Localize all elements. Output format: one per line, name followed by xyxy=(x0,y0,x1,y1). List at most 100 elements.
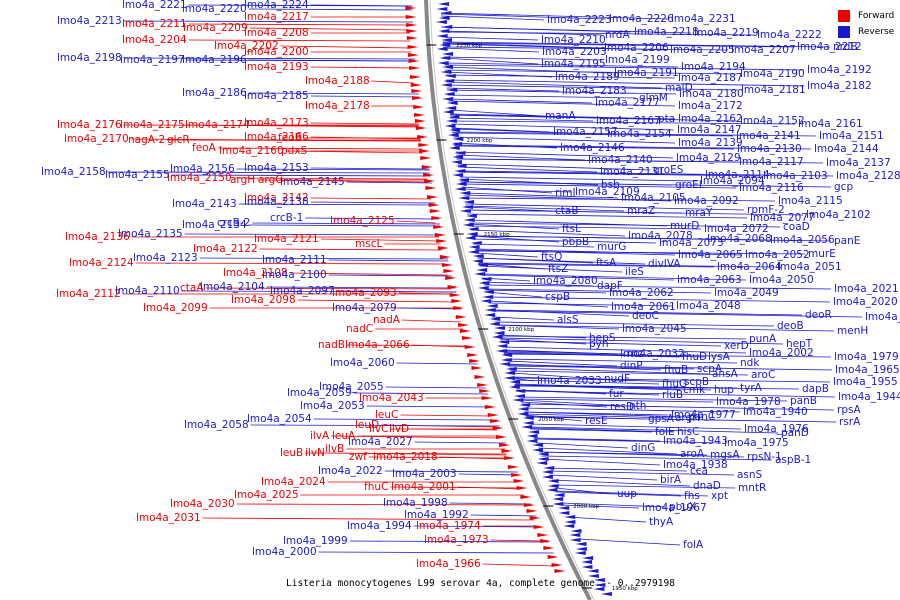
forward-gene-label: leuD xyxy=(355,419,379,431)
reverse-gene-arrow xyxy=(563,524,575,528)
reverse-connector xyxy=(449,502,532,505)
reverse-gene-label: nrdB xyxy=(833,41,858,53)
reverse-connector xyxy=(248,8,413,11)
reverse-gene-label: dapB xyxy=(802,383,829,395)
reverse-gene-label: deoB xyxy=(777,320,804,332)
reverse-gene-label: lmo4a_2221 xyxy=(122,0,187,11)
reverse-connector xyxy=(530,428,653,433)
reverse-gene-label: pbpB xyxy=(562,236,589,248)
reverse-connector xyxy=(547,470,735,476)
reverse-connector xyxy=(533,437,661,442)
forward-gene-label: lmo4a_2150 xyxy=(167,172,232,184)
scale-tick-label: 2050 kbp xyxy=(538,417,564,423)
reverse-gene-label: rpsN-1 xyxy=(747,451,782,463)
reverse-gene-label: lmo4a_2146 xyxy=(560,142,625,154)
reverse-gene-arrow xyxy=(491,335,503,339)
reverse-gene-label: lmo4a_2167 xyxy=(596,115,661,127)
reverse-gene-label: ftsQ xyxy=(541,251,562,263)
reverse-connector xyxy=(444,69,738,75)
reverse-connector xyxy=(479,265,623,273)
reverse-gene-label: lmo4a_1994 xyxy=(347,520,412,532)
reverse-gene-label: lmo4a_2056 xyxy=(770,234,835,246)
forward-gene-label: lmo4a_2188 xyxy=(305,75,370,87)
reverse-gene-label: panC xyxy=(688,411,715,423)
reverse-gene-label: fhs xyxy=(684,490,700,502)
forward-gene-label: lmo4a_2124 xyxy=(69,257,134,269)
forward-gene-label: glcR xyxy=(167,134,190,146)
reverse-gene-arrow xyxy=(440,11,452,15)
reverse-gene-arrow xyxy=(600,592,612,596)
reverse-gene-arrow xyxy=(503,376,515,380)
reverse-connector xyxy=(456,158,824,164)
forward-gene-label: lmo4a_2122 xyxy=(193,243,258,255)
reverse-gene-label: mgsA xyxy=(710,449,740,461)
reverse-gene-label: crcB-2 xyxy=(217,217,250,229)
reverse-connector xyxy=(514,384,681,391)
forward-connector xyxy=(310,66,413,69)
forward-gene-label: lmo4a_2178 xyxy=(305,100,370,112)
reverse-gene-label: lmo4a_2197 xyxy=(120,54,185,66)
reverse-gene-arrow xyxy=(467,250,479,254)
forward-gene-arrow xyxy=(410,83,422,87)
reverse-gene-arrow xyxy=(587,574,599,578)
reverse-gene-label: lmo4a_2172 xyxy=(678,100,743,112)
reverse-gene-label: lmo4a_2100 xyxy=(262,269,327,281)
reverse-gene-label: lmo4a_2185 xyxy=(244,90,309,102)
reverse-gene-arrow xyxy=(593,578,605,582)
reverse-gene-arrow xyxy=(450,160,462,164)
forward-gene-label: feoB xyxy=(278,132,302,144)
forward-connector xyxy=(280,45,411,49)
forward-gene-arrow xyxy=(523,503,535,507)
reverse-gene-label: nudF xyxy=(604,373,630,385)
forward-gene-label: lmo4a_2025 xyxy=(234,489,299,501)
forward-gene-label: ilvN xyxy=(305,447,325,459)
forward-connector xyxy=(188,39,411,42)
reverse-connector xyxy=(305,217,439,220)
forward-gene-arrows xyxy=(405,6,566,573)
reverse-connector xyxy=(459,176,698,182)
reverse-gene-label: lmo4a_2032 xyxy=(620,348,685,360)
reverse-gene-arrow xyxy=(509,380,521,384)
reverse-gene-label: lmo4a_2154 xyxy=(607,128,672,140)
reverse-gene-label: lmo4a_2153 xyxy=(244,162,309,174)
reverse-gene-label: mraZ xyxy=(627,205,655,217)
forward-gene-arrow xyxy=(434,233,446,237)
forward-gene-arrow xyxy=(464,345,476,349)
reverse-gene-label: nrdA xyxy=(605,29,630,41)
reverse-gene-label: lmo4a_2198 xyxy=(57,52,122,64)
reverse-gene-label: lmo4a_2102 xyxy=(806,209,871,221)
reverse-gene-label: lmo4a_2145 xyxy=(280,176,345,188)
reverse-connector xyxy=(463,197,776,202)
forward-connector xyxy=(259,248,442,251)
reverse-gene-arrow xyxy=(455,182,467,186)
reverse-gene-arrows xyxy=(435,2,612,596)
reverse-connector xyxy=(349,540,549,543)
forward-gene-label: lmo4a_2217 xyxy=(244,11,309,23)
reverse-gene-label: folA xyxy=(683,539,704,551)
reverse-connector xyxy=(199,257,448,260)
forward-connector xyxy=(186,124,419,128)
reverse-connector xyxy=(481,273,747,281)
reverse-gene-arrow xyxy=(444,124,456,128)
reverse-connector xyxy=(470,229,626,237)
reverse-connector xyxy=(556,490,709,497)
reverse-connector xyxy=(458,170,834,177)
reverse-gene-arrow xyxy=(528,430,540,434)
reverse-gene-arrow xyxy=(464,236,476,240)
reverse-gene-label: hepS xyxy=(589,332,616,344)
reverse-connector xyxy=(555,487,615,495)
reverse-gene-arrow xyxy=(459,209,471,213)
reverse-gene-label: tyrA xyxy=(740,382,763,394)
reverse-gene-label: lmo4a_2103 xyxy=(763,170,828,182)
reverse-gene-arrow xyxy=(476,263,488,267)
reverse-gene-arrow xyxy=(454,151,466,155)
reverse-connector xyxy=(447,94,637,99)
reverse-gene-label: lmo4a_2194 xyxy=(681,61,746,73)
forward-connector xyxy=(326,452,507,456)
forward-gene-arrow xyxy=(425,186,437,190)
forward-gene-arrow xyxy=(551,563,563,567)
reverse-connector xyxy=(469,225,702,230)
forward-gene-label: lmo4a_2208 xyxy=(244,27,309,39)
reverse-connector xyxy=(450,117,594,122)
forward-gene-arrow xyxy=(411,89,423,93)
